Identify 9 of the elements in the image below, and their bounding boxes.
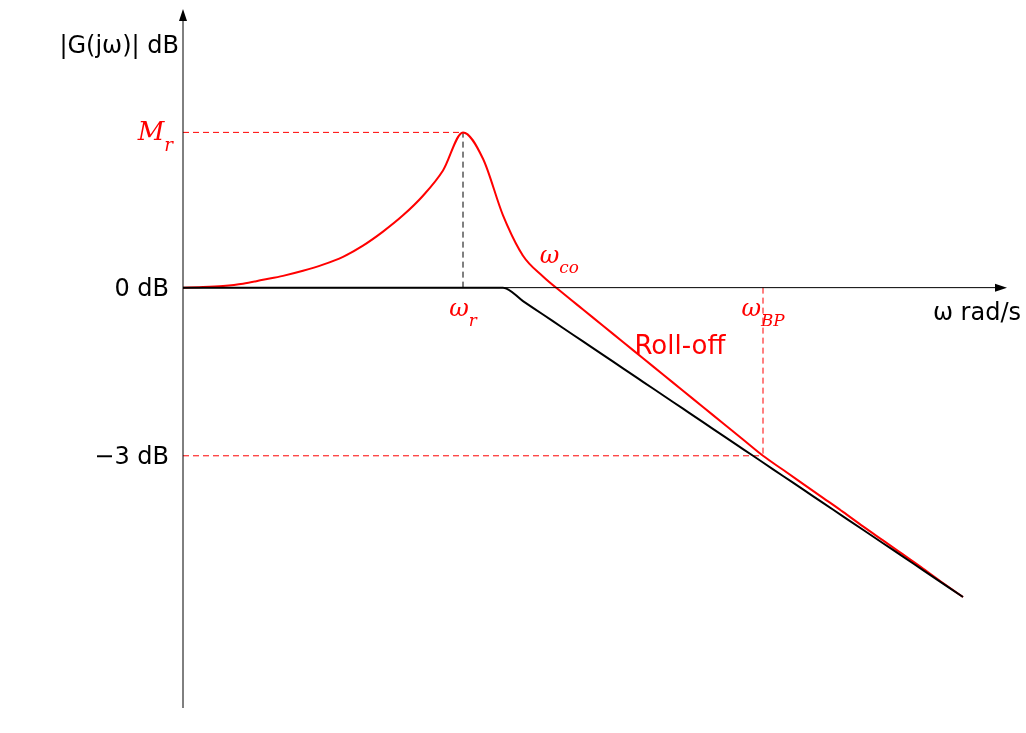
- annotation: Roll-off: [634, 329, 727, 360]
- x-axis-title: ω rad/s: [932, 297, 1021, 326]
- ref-line-label: M$_{r}$: [136, 116, 175, 155]
- y-tick-label: −3 dB: [94, 441, 169, 470]
- annotation: ω$_{co}$: [539, 241, 579, 278]
- y-tick-label: 0 dB: [114, 273, 169, 302]
- x-tick-label: ω$_{r}$: [449, 293, 478, 330]
- x-tick-label: ω$_{BP}$: [741, 293, 786, 330]
- y-axis-title: |G(jω)| dB: [59, 31, 179, 59]
